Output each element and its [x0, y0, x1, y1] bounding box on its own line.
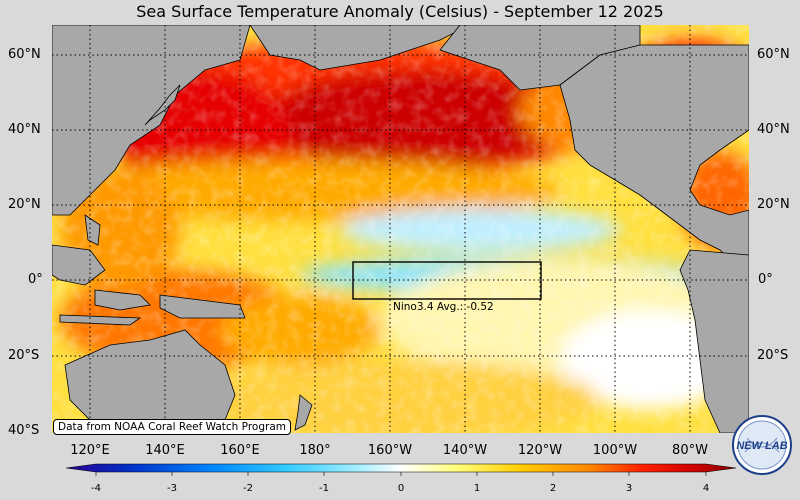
lon-label: 140°W	[442, 443, 488, 458]
colorbar-tick-label: -1	[319, 483, 329, 494]
nino34-average-label: Nino3.4 Avg.: -0.52	[393, 301, 494, 313]
ocean-field	[52, 25, 749, 433]
lat-label-left: 40°S	[8, 423, 40, 438]
colorbar-tick-label: -4	[91, 483, 101, 494]
lat-label-left: 40°N	[8, 122, 41, 137]
graticule	[52, 25, 749, 433]
colorbar-tick-label: 2	[549, 483, 557, 494]
lon-label: 140°E	[145, 443, 185, 458]
lon-label: 160°W	[367, 443, 413, 458]
lat-label-right: 40°N	[757, 122, 790, 137]
colorbar	[65, 463, 737, 473]
lat-label-right: 20°N	[757, 197, 790, 212]
lon-label: 100°W	[592, 443, 638, 458]
lon-label: 120°W	[517, 443, 563, 458]
lat-label-left: 20°S	[8, 348, 40, 363]
lat-label-right: 0°	[758, 272, 773, 287]
colorbar-tick-label: -3	[167, 483, 177, 494]
colorbar-tick-label: 3	[625, 483, 633, 494]
lat-label-left: 20°N	[8, 197, 41, 212]
lon-label: 180°	[299, 443, 331, 458]
lon-label: 80°W	[672, 443, 708, 458]
lon-label: 120°E	[70, 443, 110, 458]
colorbar-tick-label: 4	[702, 483, 710, 494]
colorbar-tick-label: 1	[473, 483, 481, 494]
map-title: Sea Surface Temperature Anomaly (Celsius…	[136, 2, 664, 21]
lat-label-left: 60°N	[8, 47, 41, 62]
lat-label-right: 20°S	[757, 348, 789, 363]
colorbar-ticks	[95, 472, 707, 476]
lat-label-right: 60°N	[757, 47, 790, 62]
colorbar-tick-label: -2	[243, 483, 253, 494]
data-credit: Data from NOAA Coral Reef Watch Program	[53, 419, 291, 435]
new-lab-logo: NEW LAB	[732, 415, 792, 475]
lon-label: 160°E	[220, 443, 260, 458]
lat-label-left: 0°	[28, 272, 43, 287]
svg-text:NEW LAB: NEW LAB	[736, 440, 787, 452]
nino34-box	[352, 261, 542, 300]
colorbar-tick-label: 0	[397, 483, 405, 494]
